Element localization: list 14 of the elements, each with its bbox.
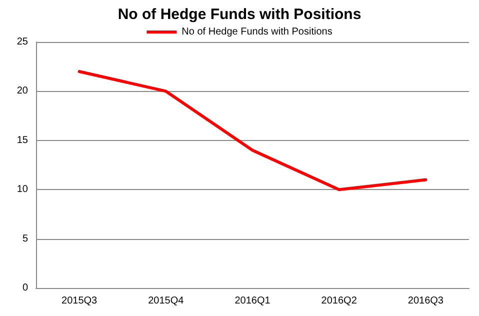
x-tick-label: 2015Q4 (148, 296, 184, 306)
x-tick-label: 2016Q3 (408, 296, 444, 306)
legend-label: No of Hedge Funds with Positions (182, 26, 332, 38)
y-tick-label: 20 (16, 86, 28, 97)
y-tick-label: 15 (16, 134, 28, 146)
line-series (78, 70, 428, 192)
y-tick-label: 25 (16, 36, 28, 48)
y-tick-label: 5 (22, 233, 28, 244)
x-tick-label: 2015Q3 (62, 296, 98, 306)
x-tick-label: 2016Q2 (321, 296, 358, 306)
y-tick-label: 10 (16, 184, 28, 196)
chart-title: No of Hedge Funds with Positions (118, 6, 362, 23)
y-tick-label: 0 (22, 282, 28, 294)
x-tick-label: 2016Q1 (234, 296, 271, 306)
